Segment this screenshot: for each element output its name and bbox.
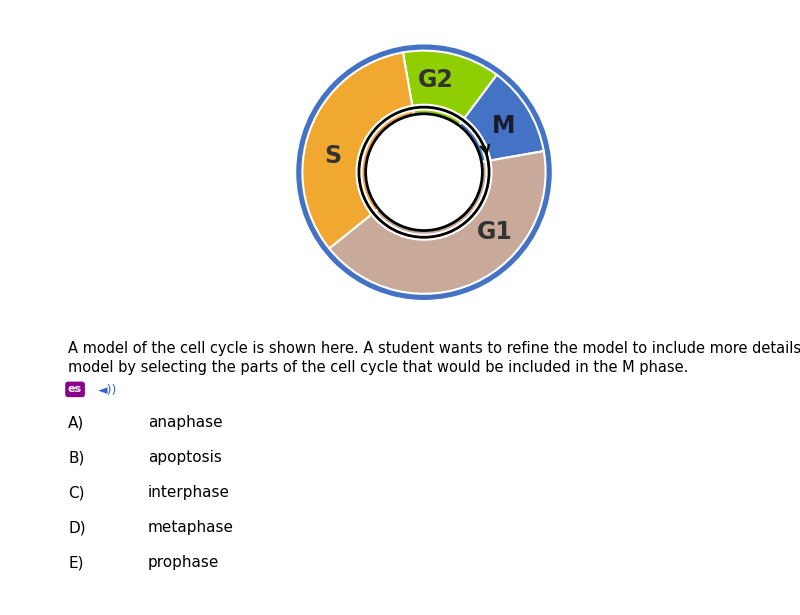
Wedge shape bbox=[459, 75, 544, 162]
Text: prophase: prophase bbox=[148, 555, 219, 570]
Text: interphase: interphase bbox=[148, 485, 230, 500]
Text: ◄)): ◄)) bbox=[98, 384, 118, 397]
Text: C): C) bbox=[68, 485, 85, 500]
Wedge shape bbox=[403, 50, 497, 125]
Text: A model of the cell cycle is shown here. A student wants to refine the model to : A model of the cell cycle is shown here.… bbox=[68, 341, 800, 356]
Text: metaphase: metaphase bbox=[148, 520, 234, 535]
Circle shape bbox=[297, 45, 551, 300]
Text: M: M bbox=[492, 114, 516, 138]
Wedge shape bbox=[330, 151, 546, 294]
Text: anaphase: anaphase bbox=[148, 415, 222, 430]
Text: E): E) bbox=[68, 555, 83, 570]
Text: A): A) bbox=[68, 415, 84, 430]
Text: D): D) bbox=[68, 520, 86, 535]
Text: es: es bbox=[68, 384, 82, 394]
Wedge shape bbox=[302, 52, 414, 248]
Text: G1: G1 bbox=[477, 220, 513, 244]
Text: model by selecting the parts of the cell cycle that would be included in the M p: model by selecting the parts of the cell… bbox=[68, 360, 688, 375]
Text: apoptosis: apoptosis bbox=[148, 450, 222, 465]
Text: S: S bbox=[325, 144, 342, 168]
Circle shape bbox=[366, 114, 482, 231]
Text: G2: G2 bbox=[418, 68, 453, 92]
Text: B): B) bbox=[68, 450, 84, 465]
